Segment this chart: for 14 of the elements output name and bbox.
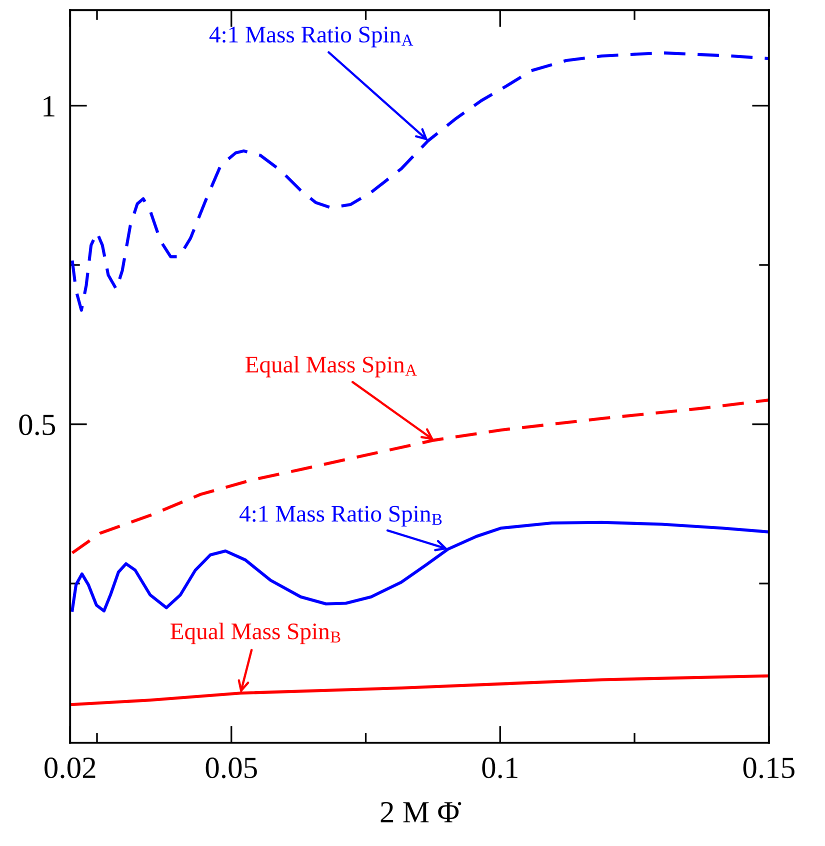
- y-tick-label: 1: [44, 96, 54, 116]
- x-tick-label: 0.15: [743, 758, 794, 778]
- y-tick-label: 0.5: [19, 414, 56, 436]
- annotation: 4:1 Mass Ratio Spin$_{B}$: [240, 506, 442, 527]
- x-tick-label: 0.1: [482, 758, 518, 778]
- line-series: [70, 398, 769, 554]
- annotation: Equal Mass Spin$_{A}$: [246, 356, 417, 378]
- x-tick-label: 0.05: [206, 758, 257, 778]
- annotation: Equal Mass Spin$_{B}$: [170, 622, 340, 644]
- x-axis-title: 2 M Φ̇: [380, 802, 462, 822]
- line-series: [70, 51, 769, 312]
- x-tick-label: 0.02: [44, 758, 96, 778]
- line-series: [70, 674, 769, 706]
- annotation: 4:1 Mass Ratio Spin$_{A}$: [209, 26, 414, 48]
